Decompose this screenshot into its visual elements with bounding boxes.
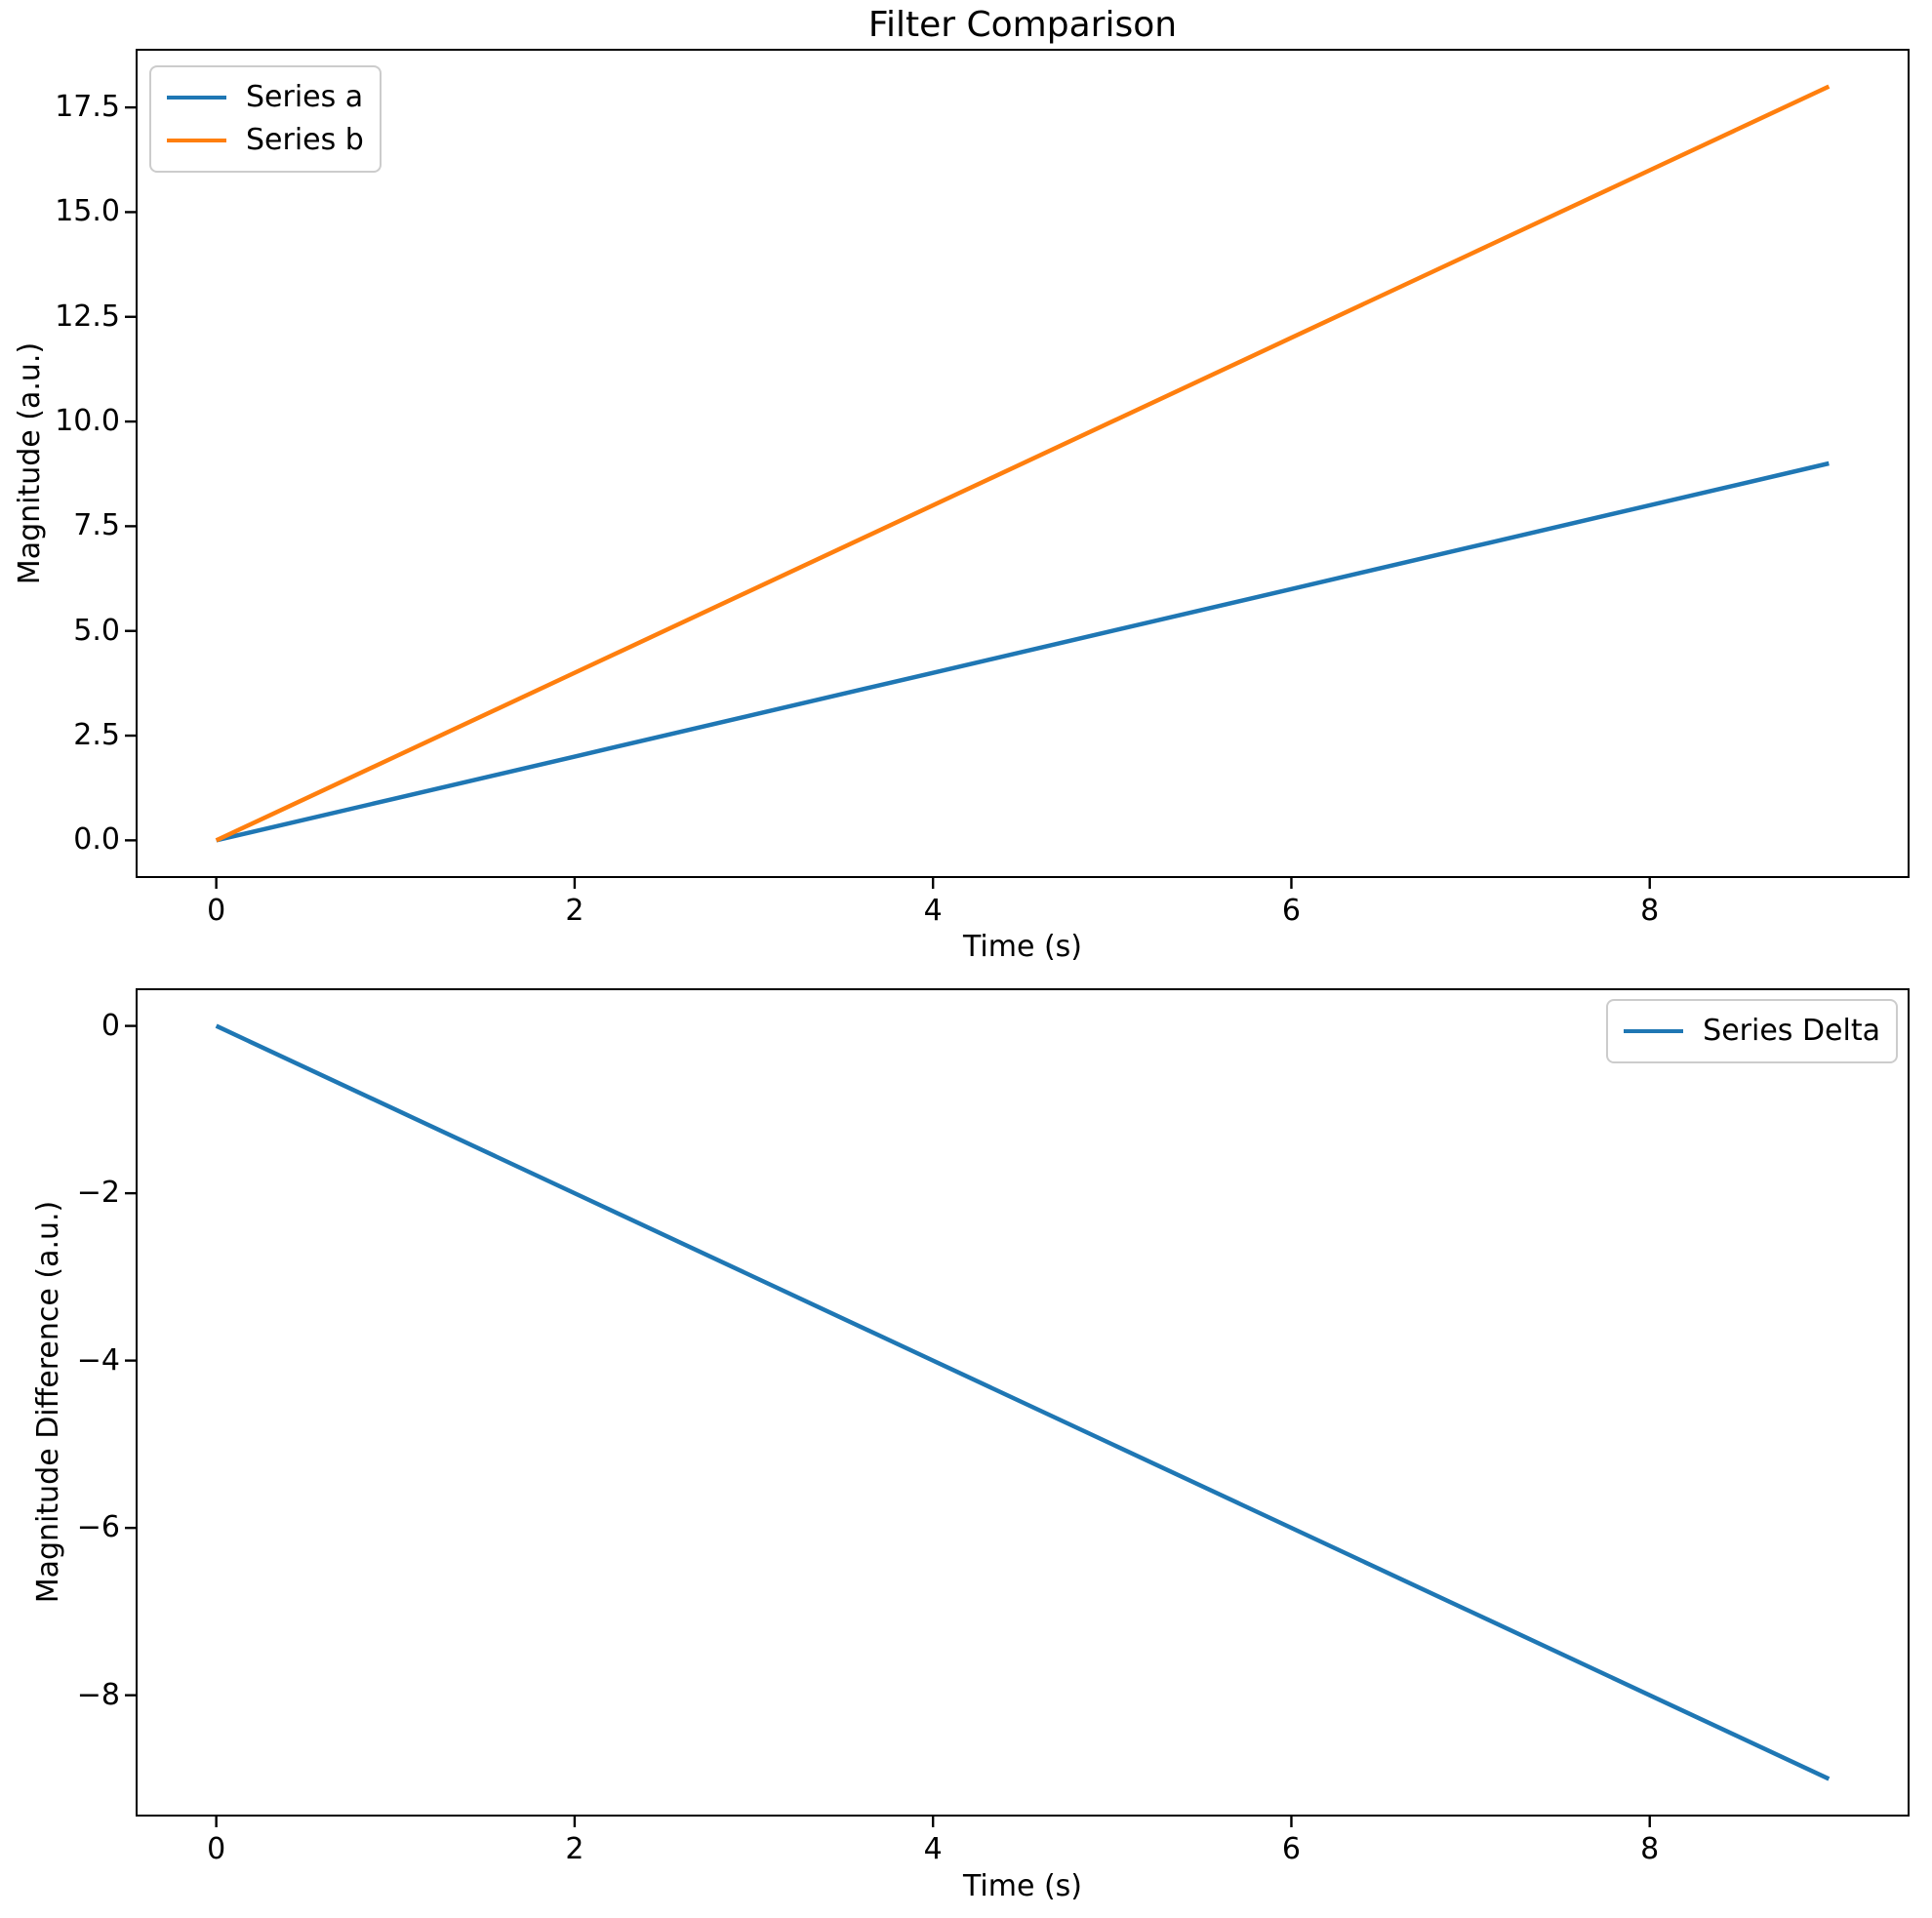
y-tick-label: 15.0: [55, 194, 120, 229]
x-tick-label: 8: [1640, 1832, 1660, 1866]
y-tick-label: 12.5: [55, 299, 120, 334]
x-tick-label: 6: [1281, 1832, 1301, 1866]
x-tick-label: 4: [923, 1832, 943, 1866]
x-tick-label: 0: [207, 894, 226, 928]
y-tick-label: 5.0: [73, 613, 120, 648]
x-tick-label: 8: [1640, 894, 1660, 928]
series-line: [215, 84, 1831, 843]
y-tick-label: 10.0: [55, 404, 120, 439]
y-tick-label: −6: [76, 1510, 120, 1545]
bottom-plot-legend: Series Delta: [1606, 999, 1898, 1063]
top-plot-ylabel: Magnitude (a.u.): [13, 341, 47, 585]
y-tick-label: −8: [76, 1677, 120, 1712]
legend-line-sample: [167, 95, 226, 100]
legend-entry: Series b: [167, 119, 364, 162]
y-tick-label: −2: [76, 1176, 120, 1211]
plot-canvas: [125, 84, 1831, 889]
legend-label: Series a: [246, 80, 364, 114]
legend-line-sample: [167, 138, 226, 143]
series-line: [215, 1023, 1831, 1781]
y-tick-label: 17.5: [55, 90, 120, 125]
chart-title: Filter Comparison: [867, 5, 1178, 45]
legend-label: Series b: [246, 123, 364, 157]
x-tick-label: 0: [207, 1832, 226, 1866]
y-tick-label: 0.0: [73, 822, 120, 858]
y-tick-label: 2.5: [73, 718, 120, 753]
x-tick-label: 4: [923, 894, 943, 928]
y-tick-label: −4: [76, 1342, 120, 1378]
x-tick-label: 2: [565, 894, 584, 928]
legend-label: Series Delta: [1703, 1014, 1880, 1048]
legend-line-sample: [1624, 1028, 1684, 1034]
x-tick-label: 2: [565, 1832, 584, 1866]
y-tick-label: 0: [101, 1008, 120, 1043]
legend-entry: Series a: [167, 76, 364, 119]
x-tick-label: 6: [1281, 894, 1301, 928]
top-plot-legend: Series a Series b: [149, 65, 382, 173]
bottom-plot-ylabel: Magnitude Difference (a.u.): [31, 1200, 65, 1604]
plot-canvas: [125, 1023, 1831, 1827]
legend-entry: Series Delta: [1624, 1010, 1880, 1053]
bottom-plot-xlabel: Time (s): [963, 1869, 1082, 1903]
y-tick-label: 7.5: [73, 508, 120, 543]
top-plot-xlabel: Time (s): [963, 930, 1082, 964]
series-line: [216, 460, 1830, 843]
